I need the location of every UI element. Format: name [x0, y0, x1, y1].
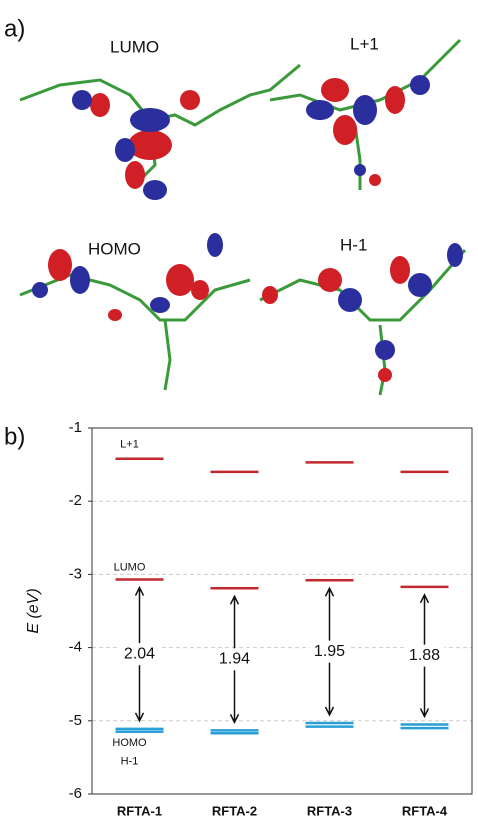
y-tick-label: -5 [69, 712, 82, 729]
gap-label-bg [309, 640, 350, 663]
y-tick-label: -4 [69, 639, 82, 656]
orbital-label: LUMO [110, 37, 159, 56]
y-tick-label: -3 [69, 565, 82, 582]
y-tick-label: -2 [69, 492, 82, 509]
gap-label-bg [214, 648, 255, 671]
x-tick-label: RFTA-2 [212, 803, 257, 818]
gap-label-bg [404, 644, 445, 667]
orbital-images: a) LUMO L+1 HOMO H-1 [4, 15, 467, 396]
y-tick-label: -6 [69, 785, 82, 802]
gap-label: 1.94 [219, 651, 250, 668]
orbital-label: L+1 [350, 34, 379, 53]
x-tick-label: RFTA-1 [117, 803, 162, 818]
panel-label: b) [4, 423, 25, 450]
level-name: L+1 [120, 439, 139, 451]
gap-label: 1.88 [409, 647, 440, 664]
y-axis-label: E (eV) [25, 588, 42, 633]
panel-label: a) [4, 15, 25, 42]
orbital-label: HOMO [88, 239, 141, 258]
gap-label-bg [119, 643, 160, 666]
x-tick-label: RFTA-3 [307, 803, 352, 818]
level-name: LUMO [114, 561, 146, 573]
level-name: HOMO [112, 737, 147, 749]
gap-label: 2.04 [124, 645, 155, 662]
plot-frame [91, 427, 473, 795]
orbital-label: H-1 [340, 235, 367, 254]
level-name: H-1 [121, 756, 139, 768]
gap-label: 1.95 [314, 643, 345, 660]
x-tick-label: RFTA-4 [402, 803, 448, 818]
y-tick-label: -1 [69, 419, 82, 436]
